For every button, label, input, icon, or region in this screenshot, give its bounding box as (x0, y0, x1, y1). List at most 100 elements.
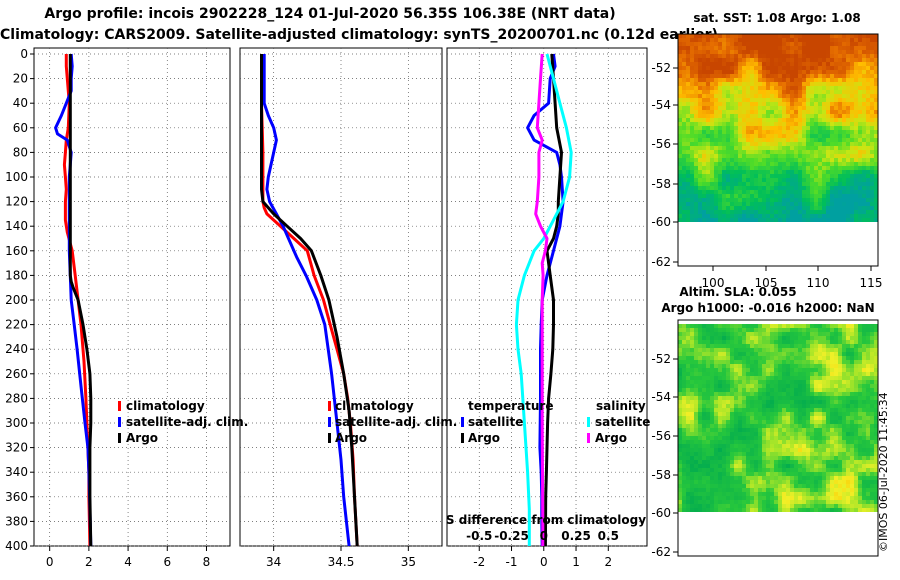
sla-pixel (746, 368, 750, 372)
sst-pixel (802, 114, 806, 118)
sst-pixel (690, 90, 694, 94)
sla-pixel (762, 368, 766, 372)
sst-pixel (814, 202, 818, 206)
sla-pixel (694, 444, 698, 448)
sla-pixel (774, 352, 778, 356)
sst-pixel (682, 150, 686, 154)
sla-pixel (730, 484, 734, 488)
sst-pixel (854, 50, 858, 54)
sst-pixel (838, 54, 842, 58)
sst-pixel (702, 202, 706, 206)
sla-pixel (714, 456, 718, 460)
sla-pixel (770, 456, 774, 460)
sla-pixel (802, 412, 806, 416)
sst-pixel (766, 190, 770, 194)
sla-pixel (782, 448, 786, 452)
sla-pixel (774, 472, 778, 476)
sla-pixel (746, 348, 750, 352)
sst-pixel (846, 106, 850, 110)
sla-pixel (690, 416, 694, 420)
sla-pixel (706, 396, 710, 400)
sst-pixel (718, 46, 722, 50)
sla-pixel (730, 372, 734, 376)
sla-pixel (690, 352, 694, 356)
sst-pixel (810, 218, 814, 222)
sla-pixel (682, 456, 686, 460)
sla-pixel (778, 468, 782, 472)
sst-pixel (810, 106, 814, 110)
sla-pixel (806, 348, 810, 352)
sla-pixel (706, 468, 710, 472)
sla-pixel (786, 488, 790, 492)
sst-pixel (826, 170, 830, 174)
sla-pixel (694, 380, 698, 384)
sla-pixel (866, 332, 870, 336)
sst-pixel (854, 198, 858, 202)
sla-map (678, 324, 878, 512)
sst-pixel (690, 138, 694, 142)
sst-pixel (690, 74, 694, 78)
sst-pixel (686, 54, 690, 58)
sst-pixel (698, 90, 702, 94)
sla-pixel (722, 356, 726, 360)
sst-pixel (866, 138, 870, 142)
sst-pixel (830, 50, 834, 54)
sla-pixel (774, 420, 778, 424)
sst-pixel (850, 134, 854, 138)
sst-pixel (714, 114, 718, 118)
sst-pixel (774, 158, 778, 162)
sla-pixel (874, 492, 878, 496)
sst-pixel (722, 66, 726, 70)
sla-pixel (750, 496, 754, 500)
sla-pixel (854, 504, 858, 508)
sst-pixel (874, 194, 878, 198)
sst-pixel (694, 106, 698, 110)
sla-pixel (874, 364, 878, 368)
sla-pixel (678, 384, 682, 388)
sla-pixel (790, 344, 794, 348)
sla-pixel (830, 420, 834, 424)
sst-pixel (854, 74, 858, 78)
sst-pixel (830, 198, 834, 202)
sst-pixel (794, 214, 798, 218)
sla-pixel (694, 460, 698, 464)
sst-pixel (682, 182, 686, 186)
sla-pixel (786, 456, 790, 460)
sst-pixel (874, 42, 878, 46)
sst-pixel (698, 54, 702, 58)
sst-pixel (754, 146, 758, 150)
sst-pixel (830, 62, 834, 66)
sst-pixel (850, 122, 854, 126)
sst-pixel (698, 102, 702, 106)
sla-pixel (870, 504, 874, 508)
sst-pixel (690, 94, 694, 98)
sst-pixel (854, 138, 858, 142)
sst-pixel (742, 62, 746, 66)
sst-pixel (758, 118, 762, 122)
sst-pixel (746, 170, 750, 174)
sst-pixel (830, 186, 834, 190)
sst-pixel (778, 74, 782, 78)
sla-pixel (842, 336, 846, 340)
sst-pixel (858, 178, 862, 182)
sla-pixel (770, 416, 774, 420)
sla-pixel (710, 388, 714, 392)
sla-pixel (766, 460, 770, 464)
sla-pixel (858, 428, 862, 432)
sst-pixel (722, 74, 726, 78)
sst-pixel (770, 106, 774, 110)
sla-pixel (734, 344, 738, 348)
sla-pixel (694, 492, 698, 496)
sla-pixel (830, 360, 834, 364)
sst-pixel (710, 150, 714, 154)
sla-pixel (726, 392, 730, 396)
sst-pixel (746, 38, 750, 42)
sst-pixel (814, 106, 818, 110)
sst-pixel (786, 82, 790, 86)
sla-pixel (706, 508, 710, 512)
sst-pixel (690, 114, 694, 118)
sst-pixel (706, 218, 710, 222)
sst-pixel (806, 194, 810, 198)
sla-pixel (818, 468, 822, 472)
sst-pixel (814, 150, 818, 154)
